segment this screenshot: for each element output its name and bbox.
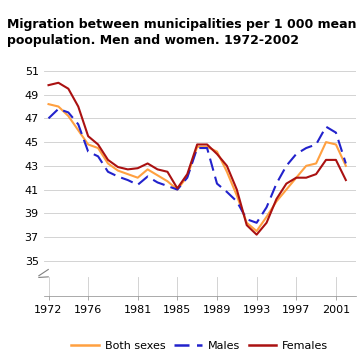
Males xyxy=(135,183,140,187)
Males xyxy=(245,217,249,221)
Males xyxy=(116,174,120,179)
Both sexes xyxy=(46,102,51,106)
Both sexes xyxy=(135,175,140,180)
Males xyxy=(254,221,259,225)
Females xyxy=(76,104,81,109)
Males xyxy=(185,175,189,180)
Females xyxy=(314,172,318,176)
Males xyxy=(86,149,90,154)
Males xyxy=(66,110,70,114)
Both sexes xyxy=(225,170,229,174)
Females xyxy=(234,187,239,192)
Both sexes xyxy=(86,142,90,147)
Males xyxy=(334,130,338,135)
Both sexes xyxy=(245,221,249,225)
Females xyxy=(334,158,338,162)
Both sexes xyxy=(234,193,239,198)
Females xyxy=(66,87,70,91)
Females xyxy=(245,223,249,227)
Both sexes xyxy=(284,187,289,192)
Females xyxy=(344,178,348,182)
Males xyxy=(205,146,209,150)
Males xyxy=(56,107,61,111)
Females xyxy=(135,166,140,170)
Both sexes xyxy=(294,175,298,180)
Females xyxy=(106,158,110,162)
Both sexes xyxy=(175,187,180,192)
Males xyxy=(46,116,51,121)
Females xyxy=(284,182,289,186)
Both sexes xyxy=(116,169,120,173)
Both sexes xyxy=(205,145,209,149)
Males xyxy=(175,187,180,192)
Females xyxy=(155,167,160,171)
Males xyxy=(344,161,348,166)
Males xyxy=(96,154,100,158)
Males xyxy=(146,174,150,179)
Both sexes xyxy=(195,145,199,149)
Both sexes xyxy=(344,164,348,168)
Females xyxy=(205,142,209,147)
Both sexes xyxy=(126,172,130,176)
Males xyxy=(324,125,328,129)
Males xyxy=(274,182,279,186)
Males xyxy=(195,146,199,150)
Females xyxy=(264,221,269,225)
Both sexes xyxy=(324,140,328,144)
Both sexes xyxy=(215,149,219,154)
Line: Both sexes: Both sexes xyxy=(49,104,346,231)
Males xyxy=(155,180,160,184)
Females xyxy=(254,232,259,237)
Both sexes xyxy=(66,114,70,118)
Line: Males: Males xyxy=(49,109,346,223)
Both sexes xyxy=(146,167,150,171)
Females xyxy=(86,134,90,138)
Legend: Both sexes, Males, Females: Both sexes, Males, Females xyxy=(67,336,333,356)
Males xyxy=(126,178,130,182)
Females xyxy=(324,158,328,162)
Females xyxy=(56,81,61,85)
Both sexes xyxy=(274,199,279,204)
Males xyxy=(106,170,110,174)
Males xyxy=(294,152,298,156)
Both sexes xyxy=(304,164,308,168)
Males xyxy=(264,205,269,209)
Both sexes xyxy=(185,174,189,179)
Both sexes xyxy=(254,229,259,233)
Text: Migration between municipalities per 1 000 mean
poopulation. Men and women. 1972: Migration between municipalities per 1 0… xyxy=(7,18,357,47)
Both sexes xyxy=(155,173,160,178)
Females xyxy=(165,170,170,174)
Both sexes xyxy=(314,161,318,166)
Both sexes xyxy=(96,146,100,150)
Males xyxy=(225,190,229,194)
Females xyxy=(215,152,219,156)
Males xyxy=(215,182,219,186)
Females xyxy=(185,172,189,176)
Line: Females: Females xyxy=(49,83,346,235)
Females xyxy=(175,186,180,191)
Females xyxy=(116,165,120,169)
Both sexes xyxy=(334,142,338,147)
Females xyxy=(304,175,308,180)
Males xyxy=(284,164,289,168)
Females xyxy=(46,83,51,87)
Both sexes xyxy=(76,128,81,132)
Females xyxy=(274,197,279,201)
Males xyxy=(165,184,170,188)
Females xyxy=(294,175,298,180)
Females xyxy=(195,142,199,147)
Males xyxy=(234,199,239,204)
Females xyxy=(225,164,229,168)
Females xyxy=(146,161,150,166)
Both sexes xyxy=(56,104,61,109)
Males xyxy=(76,122,81,126)
Both sexes xyxy=(264,215,269,219)
Males xyxy=(304,146,308,150)
Both sexes xyxy=(106,161,110,166)
Females xyxy=(96,142,100,147)
Both sexes xyxy=(165,179,170,183)
Males xyxy=(314,142,318,147)
Females xyxy=(126,167,130,171)
